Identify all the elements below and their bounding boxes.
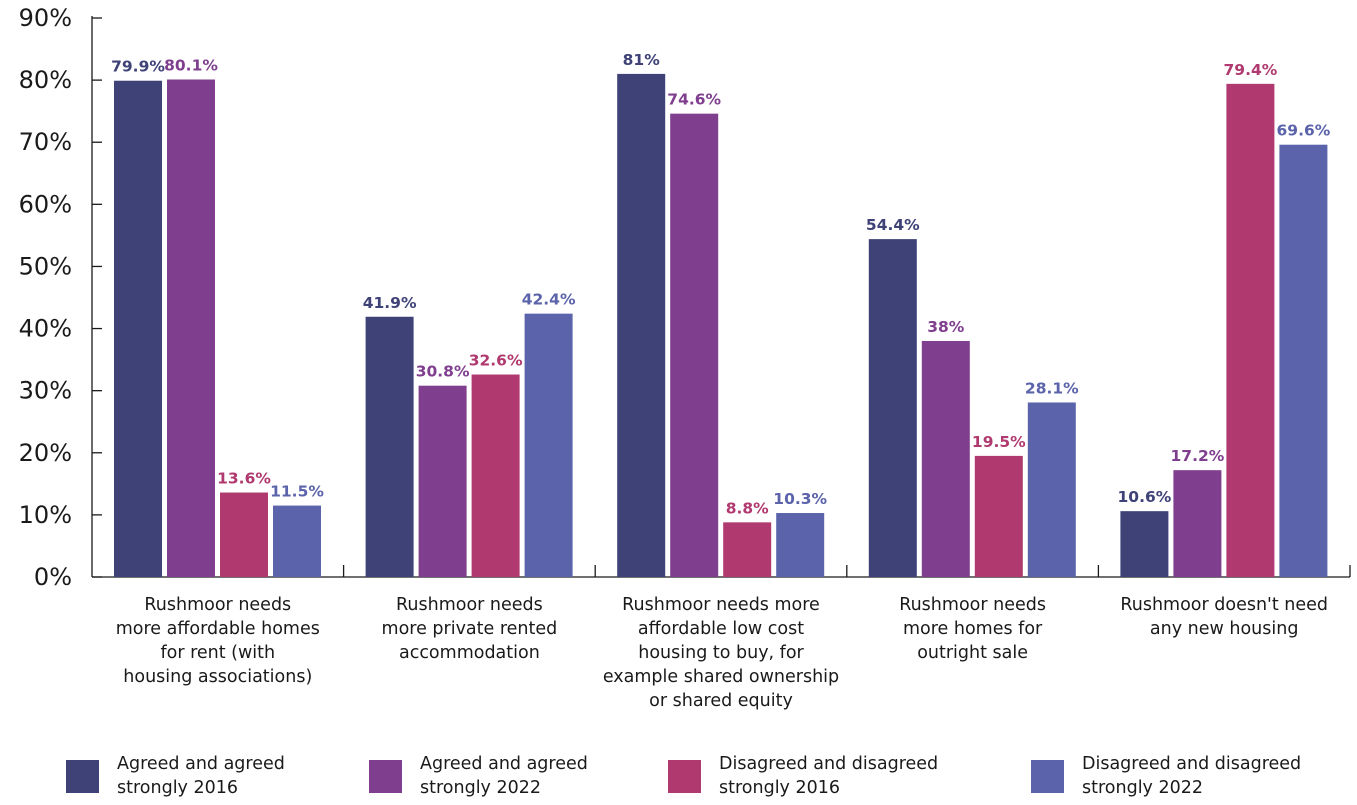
chart-axes: 0% 10% 20% 30% 40% 50% 60% 70% 80% 90% xyxy=(19,4,1351,591)
bar xyxy=(723,522,772,577)
category-label-line: housing to buy, for xyxy=(638,643,804,663)
category-label-line: Rushmoor needs xyxy=(396,595,543,615)
bar xyxy=(617,73,666,578)
category-label: Rushmoor doesn't need any new housing xyxy=(1104,593,1344,641)
bar xyxy=(167,79,215,578)
category-label-line: Rushmoor needs xyxy=(144,595,292,615)
data-label: 80.1% xyxy=(164,56,218,74)
category-label-line: Rushmoor needs xyxy=(899,595,1046,615)
y-tick-label: 20% xyxy=(19,439,72,467)
category-label-line: affordable low cost xyxy=(637,619,805,639)
y-tick-label: 50% xyxy=(19,252,72,280)
category-label-line: more homes for xyxy=(902,619,1043,639)
data-label: 13.6% xyxy=(217,470,271,488)
data-label: 28.1% xyxy=(1025,379,1079,397)
chart-bars xyxy=(114,73,1328,578)
category-label: Rushmoor needs more private rented accommo… xyxy=(349,593,589,665)
category-label-line: any new housing xyxy=(1149,619,1299,639)
legend-label: Disagreed and disagreed strongly 2016 xyxy=(719,752,954,800)
legend-label-line: Disagreed and disagreed xyxy=(1082,754,1302,774)
bar xyxy=(1226,83,1275,578)
data-label: 8.8% xyxy=(726,499,769,517)
bar xyxy=(670,113,719,577)
y-tick-label: 40% xyxy=(19,315,72,343)
data-label: 54.4% xyxy=(866,216,920,234)
category-label-line: housing associations) xyxy=(123,667,313,687)
bar xyxy=(1120,511,1169,577)
bar xyxy=(418,385,467,577)
y-tick-label: 70% xyxy=(19,128,72,156)
data-label: 32.6% xyxy=(469,352,523,370)
y-tick-label: 80% xyxy=(19,66,72,94)
data-label: 38% xyxy=(927,318,965,336)
bar xyxy=(273,505,321,577)
legend-swatch xyxy=(1031,760,1064,793)
data-label: 11.5% xyxy=(270,483,324,501)
legend-label-line: strongly 2022 xyxy=(1082,778,1204,798)
bar xyxy=(974,455,1023,577)
category-label-line: more private rented xyxy=(381,619,558,639)
legend-label: Disagreed and disagreed strongly 2022 xyxy=(1082,752,1317,800)
bar xyxy=(776,513,825,577)
y-tick-label: 0% xyxy=(34,563,72,591)
category-label: Rushmoor needs more affordable low cost ho… xyxy=(601,593,841,713)
data-label: 41.9% xyxy=(363,294,417,312)
bar xyxy=(114,80,162,577)
bar xyxy=(524,313,573,577)
category-label-line: for rent (with xyxy=(160,643,276,663)
legend-swatch xyxy=(66,760,99,793)
bar xyxy=(220,492,268,577)
bar xyxy=(365,316,414,577)
category-label-line: example shared ownership xyxy=(602,667,840,687)
data-label: 10.6% xyxy=(1118,488,1172,506)
data-label: 10.3% xyxy=(773,490,827,508)
bar xyxy=(471,374,520,577)
data-label: 79.4% xyxy=(1224,61,1278,79)
data-label: 19.5% xyxy=(972,433,1026,451)
y-tick-label: 10% xyxy=(19,501,72,529)
legend-swatch xyxy=(369,760,402,793)
data-label: 42.4% xyxy=(522,291,576,309)
bar xyxy=(1173,470,1222,577)
bar xyxy=(1279,144,1328,577)
category-label-line: more affordable homes xyxy=(115,619,320,639)
legend-label-line: Agreed and agreed xyxy=(420,754,588,774)
legend-label: Agreed and agreed strongly 2016 xyxy=(117,752,352,800)
data-label: 30.8% xyxy=(416,363,470,381)
y-tick-label: 30% xyxy=(19,377,72,405)
category-label-line: outright sale xyxy=(917,643,1028,663)
legend-label: Agreed and agreed strongly 2022 xyxy=(420,752,655,800)
bar xyxy=(868,239,917,578)
legend-label-line: strongly 2022 xyxy=(420,778,542,798)
category-label-line: Rushmoor doesn't need xyxy=(1120,595,1329,615)
data-label: 81% xyxy=(623,51,661,69)
legend-label-line: Disagreed and disagreed xyxy=(719,754,939,774)
y-tick-label: 90% xyxy=(19,4,72,32)
legend-label-line: strongly 2016 xyxy=(117,778,239,798)
bar xyxy=(921,340,970,577)
data-label: 74.6% xyxy=(667,91,721,109)
category-label-line: or shared equity xyxy=(649,691,793,711)
category-label-line: Rushmoor needs more xyxy=(622,595,820,615)
data-label: 17.2% xyxy=(1171,447,1225,465)
category-label-line: accommodation xyxy=(398,643,540,663)
category-label: Rushmoor needs more homes for outright sal… xyxy=(853,593,1093,665)
legend-swatch xyxy=(668,760,701,793)
y-tick-label: 60% xyxy=(19,190,72,218)
legend-label-line: strongly 2016 xyxy=(719,778,841,798)
category-label: Rushmoor needs more affordable homes for r… xyxy=(98,593,338,689)
data-label: 79.9% xyxy=(111,58,165,76)
chart-value-labels: 79.9% 80.1% 13.6%11.5% 41.9% 30.8%32.6% 42.4%… xyxy=(111,51,1331,517)
data-label: 69.6% xyxy=(1277,122,1331,140)
bar xyxy=(1027,402,1076,577)
legend-label-line: Agreed and agreed xyxy=(117,754,285,774)
